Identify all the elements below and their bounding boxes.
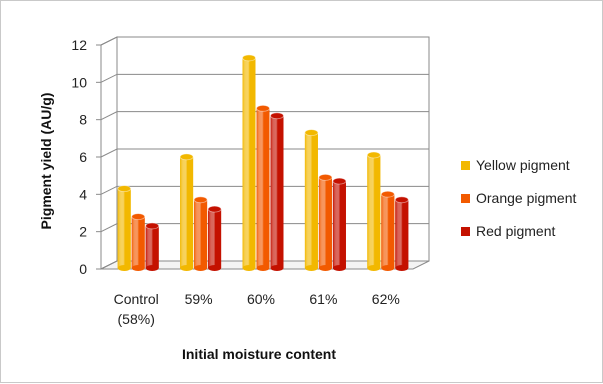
bar-shade <box>117 188 131 268</box>
bar-cap <box>270 112 284 120</box>
bar-cap <box>332 177 347 185</box>
bar-shade <box>367 155 381 268</box>
bar <box>117 185 132 271</box>
bar-shade <box>304 132 318 268</box>
bar <box>179 153 194 271</box>
y-tick-label: 2 <box>79 224 87 240</box>
x-tick-label: 59% <box>185 291 213 307</box>
bar-shade <box>381 194 395 268</box>
bar-cap <box>394 196 409 204</box>
y-axis-label: Pigment yield (AU/g) <box>38 93 54 230</box>
bar <box>145 222 160 271</box>
x-tick-label: Control (58%) <box>114 291 159 327</box>
bar <box>394 196 409 271</box>
gridline <box>100 111 429 121</box>
bar-base <box>180 265 194 271</box>
bar <box>332 177 347 271</box>
bar-cap <box>318 173 333 181</box>
bar-cap <box>145 222 160 230</box>
bar-base <box>256 265 270 271</box>
bar-base <box>367 265 381 271</box>
bar-cap <box>304 129 319 137</box>
y-tick-label: 4 <box>79 186 87 202</box>
legend-item: Red pigment <box>461 223 555 239</box>
bar-shade <box>242 57 256 268</box>
bar-cap <box>242 54 256 62</box>
bar-cap <box>131 213 146 221</box>
bar <box>131 213 146 271</box>
y-tick-label: 8 <box>79 112 87 128</box>
bar-shade <box>318 177 332 268</box>
bar-shade <box>208 209 222 268</box>
bar-base <box>395 265 409 271</box>
bar-cap <box>380 190 395 198</box>
y-tick-label: 12 <box>71 37 87 53</box>
bar-shade <box>332 181 346 268</box>
bar <box>380 190 395 271</box>
y-tick-label: 6 <box>79 149 87 165</box>
legend-swatch <box>461 227 470 236</box>
y-tick-label: 10 <box>71 74 87 90</box>
bar-base <box>270 265 284 271</box>
legend-item: Yellow pigment <box>461 157 570 173</box>
bar <box>193 196 208 271</box>
bar <box>207 205 222 271</box>
x-tick-label: 62% <box>372 291 400 307</box>
legend-swatch <box>461 161 470 170</box>
bar-base <box>304 265 318 271</box>
gridline <box>100 73 429 83</box>
bar-base <box>145 265 159 271</box>
bar-cap <box>207 205 222 213</box>
bar-cap <box>117 185 132 193</box>
bar-shade <box>256 108 270 268</box>
x-tick-labels: Control (58%) 59% 60% 61% 62% <box>114 291 400 327</box>
bar <box>366 151 381 271</box>
legend-item: Orange pigment <box>461 190 577 206</box>
legend-label: Yellow pigment <box>476 157 570 173</box>
bar <box>270 112 284 271</box>
bar-cap <box>193 196 208 204</box>
bar <box>242 54 256 271</box>
bar-shade <box>180 156 194 268</box>
bar-cap <box>366 151 381 159</box>
bar-base <box>381 265 395 271</box>
bar-base <box>332 265 346 271</box>
x-tick-label: 61% <box>309 291 337 307</box>
bar <box>256 104 270 271</box>
bar-shade <box>145 225 159 268</box>
legend-label: Orange pigment <box>476 190 577 206</box>
bar-base <box>318 265 332 271</box>
y-tick-label: 0 <box>79 261 87 277</box>
legend: Yellow pigment Orange pigment Red pigment <box>461 157 577 239</box>
bar-shade <box>194 199 208 268</box>
bar <box>304 129 319 271</box>
bar-base <box>194 265 208 271</box>
bar-shade <box>270 115 284 268</box>
bar-shade <box>131 216 145 268</box>
bar-shade <box>395 199 409 268</box>
bar-base <box>131 265 145 271</box>
bars <box>117 54 409 271</box>
y-tick-labels: 0 2 4 6 8 10 12 <box>71 37 87 277</box>
bar-base <box>242 265 256 271</box>
legend-label: Red pigment <box>476 223 555 239</box>
bar-cap <box>256 104 270 112</box>
x-tick-label: 60% <box>247 291 275 307</box>
bar-base <box>208 265 222 271</box>
legend-swatch <box>461 194 470 203</box>
gridline <box>100 148 429 158</box>
bar-cap <box>179 153 194 161</box>
bar-base <box>117 265 131 271</box>
x-axis-label: Initial moisture content <box>182 346 336 362</box>
bar <box>318 173 333 271</box>
gridline <box>100 36 429 46</box>
